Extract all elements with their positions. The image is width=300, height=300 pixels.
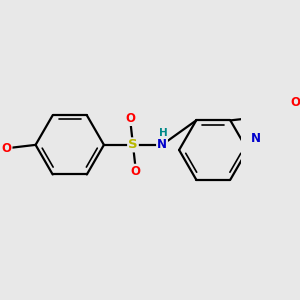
Text: S: S — [128, 138, 138, 152]
Text: O: O — [131, 165, 141, 178]
Text: N: N — [251, 132, 261, 145]
Text: O: O — [125, 112, 135, 125]
Text: H: H — [159, 128, 168, 138]
Text: O: O — [2, 142, 11, 155]
Text: N: N — [157, 138, 167, 152]
Text: O: O — [290, 96, 300, 109]
